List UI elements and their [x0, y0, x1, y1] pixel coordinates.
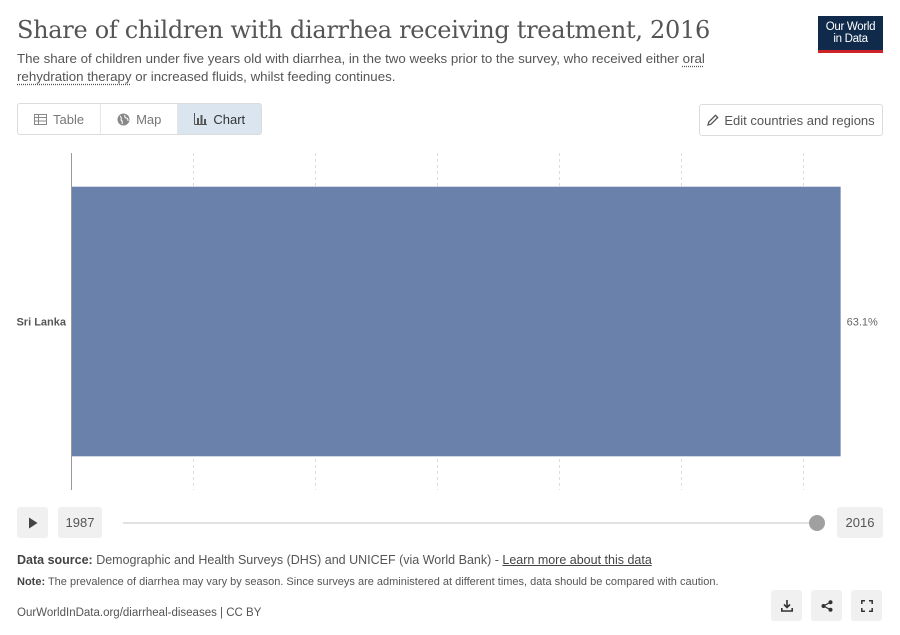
- tab-chart[interactable]: Chart: [178, 104, 262, 134]
- share-button[interactable]: [811, 590, 842, 621]
- data-source-text: Demographic and Health Surveys (DHS) and…: [92, 553, 503, 567]
- tab-map[interactable]: Map: [101, 104, 179, 134]
- expand-icon: [860, 599, 873, 612]
- share-icon: [821, 599, 833, 612]
- oral-rehydration-therapy-link[interactable]: oral rehydration therapy: [17, 51, 705, 84]
- owid-logo[interactable]: Our World in Data: [818, 16, 883, 53]
- download-button[interactable]: [771, 590, 802, 621]
- edit-countries-label: Edit countries and regions: [724, 112, 875, 128]
- view-tabs: Table Map Chart: [17, 103, 263, 135]
- chart-subtitle: The share of children under five years o…: [17, 50, 757, 86]
- timeline-end-year[interactable]: 2016: [837, 507, 883, 538]
- value-label: 63.1%: [847, 317, 878, 329]
- data-source-label: Data source:: [17, 553, 93, 567]
- table-icon: [34, 113, 47, 125]
- tab-map-label: Map: [136, 111, 162, 127]
- logo-line-2: in Data: [833, 33, 868, 45]
- bar-chart-icon: [194, 113, 208, 125]
- fullscreen-button[interactable]: [851, 590, 882, 621]
- learn-more-link[interactable]: Learn more about this data: [502, 553, 652, 567]
- bar-chart: Sri Lanka 63.1%: [16, 153, 878, 490]
- tab-chart-label: Chart: [213, 111, 246, 127]
- note-label: Note:: [17, 576, 46, 588]
- download-icon: [780, 599, 793, 612]
- bars: Sri Lanka 63.1%: [16, 186, 878, 457]
- category-label[interactable]: Sri Lanka: [16, 317, 66, 329]
- play-icon: [28, 517, 38, 529]
- bar-sri-lanka[interactable]: [71, 186, 841, 457]
- timeline-handle[interactable]: [809, 515, 825, 531]
- chart-title: Share of children with diarrhea receivin…: [17, 16, 710, 44]
- pencil-icon: [707, 114, 719, 126]
- timeline-track[interactable]: [123, 522, 818, 524]
- tab-table[interactable]: Table: [18, 104, 102, 134]
- note-text: The prevalence of diarrhea may vary by s…: [45, 576, 719, 588]
- edit-countries-button[interactable]: Edit countries and regions: [699, 104, 883, 136]
- timeline-start-year[interactable]: 1987: [58, 507, 102, 538]
- subtitle-text-end: or increased fluids, whilst feeding cont…: [131, 69, 396, 84]
- play-button[interactable]: [17, 507, 48, 538]
- data-source: Data source: Demographic and Health Surv…: [17, 553, 652, 567]
- tab-table-label: Table: [53, 111, 85, 127]
- subtitle-text-start: The share of children under five years o…: [17, 51, 683, 66]
- logo-line-1: Our World: [825, 21, 876, 33]
- chart-note: Note: The prevalence of diarrhea may var…: [17, 575, 737, 589]
- globe-icon: [117, 113, 130, 126]
- chart-credit[interactable]: OurWorldInData.org/diarrheal-diseases | …: [17, 607, 262, 619]
